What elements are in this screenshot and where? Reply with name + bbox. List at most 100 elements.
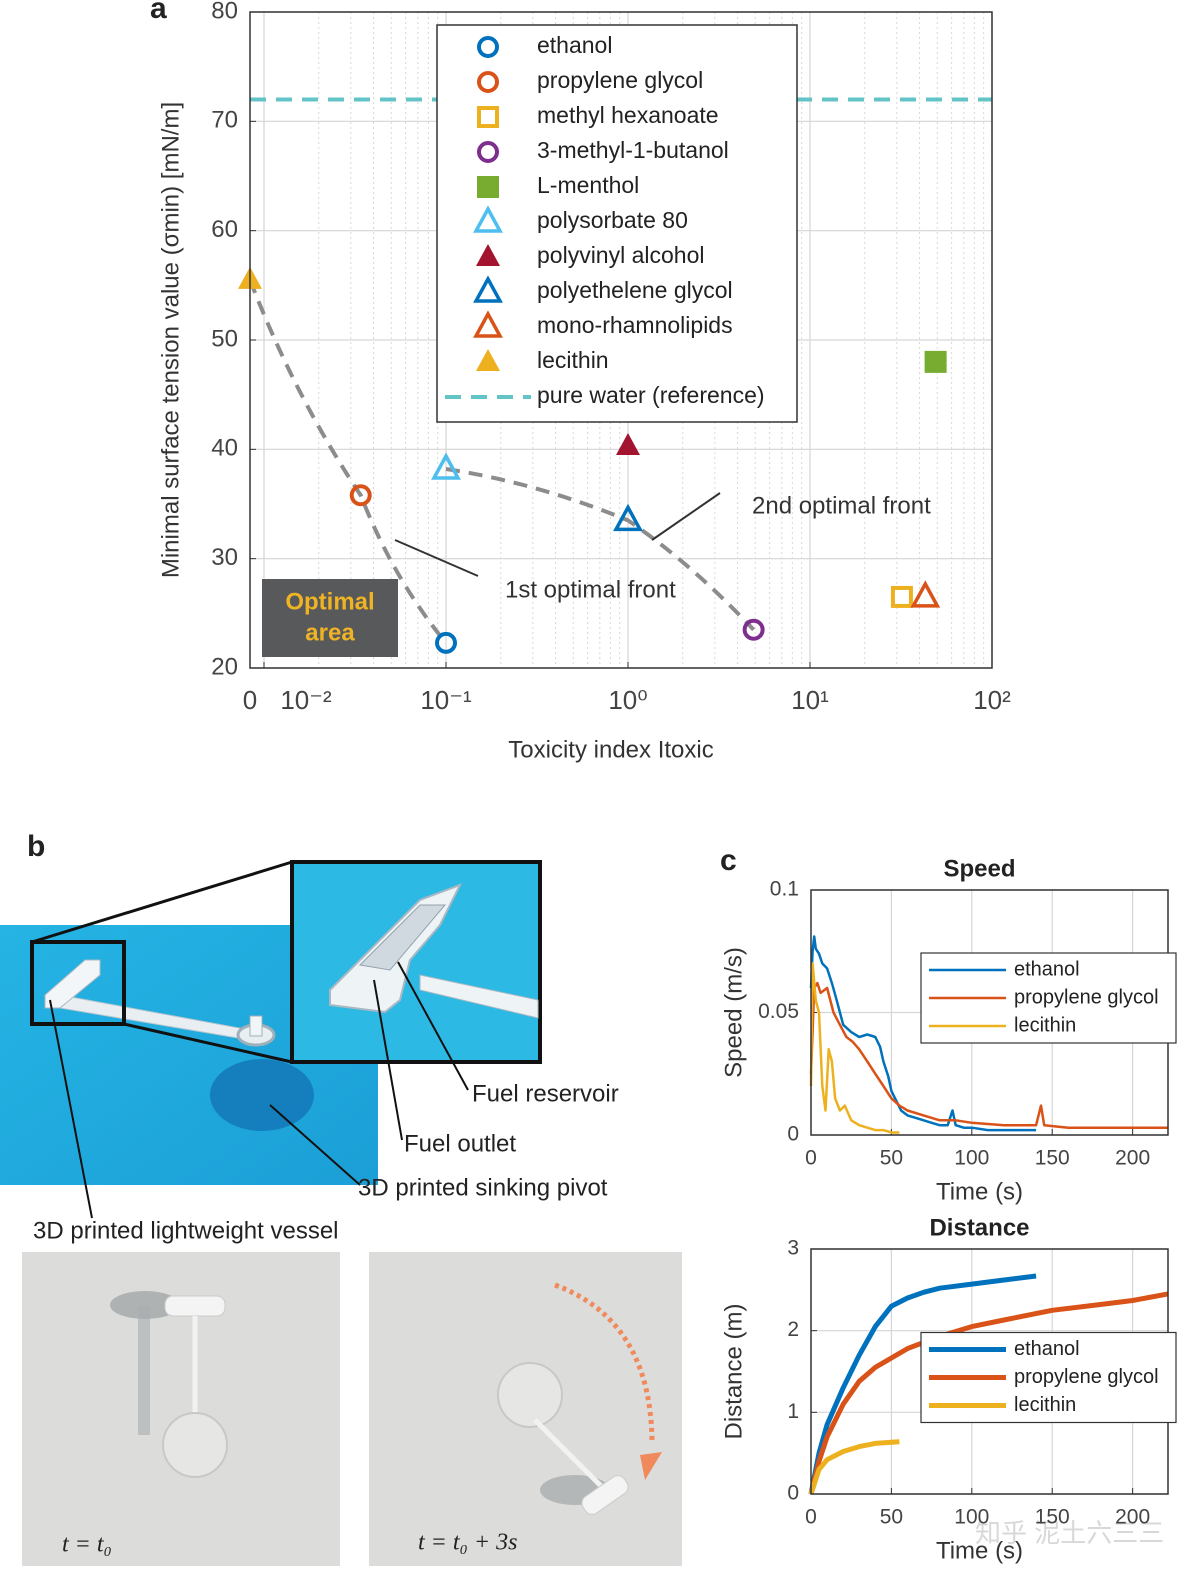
- x-tick-label: 10⁰: [608, 685, 647, 715]
- legend-label: lecithin: [537, 347, 609, 373]
- legend-label: polyvinyl alcohol: [537, 242, 704, 268]
- y-tick-label: 50: [211, 325, 238, 352]
- axes-frame: [249, 11, 993, 669]
- pivot-pin: [249, 1015, 263, 1037]
- photo-vessel: [164, 1295, 226, 1317]
- legend-marker: [477, 36, 499, 58]
- optimal-area: [262, 579, 398, 657]
- x-tick-label: 0: [805, 1147, 817, 1170]
- optimal-front: [248, 279, 448, 645]
- zoom-line: [123, 1022, 293, 1064]
- leader-line: [394, 539, 479, 577]
- photo-vessel: [581, 1475, 629, 1515]
- y-tick-label: 0: [787, 1482, 799, 1505]
- photo-caption: t = t₀: [62, 1532, 112, 1558]
- leader-line: [651, 492, 721, 541]
- legend-marker: [477, 106, 499, 128]
- legend-label: lecithin: [1014, 1394, 1076, 1416]
- callout: 3D printed lightweight vessel: [33, 1217, 339, 1244]
- legend-marker: [473, 310, 503, 338]
- point: [431, 452, 461, 480]
- optimal-area-label: Optimal: [285, 588, 374, 615]
- callout: Fuel outlet: [404, 1130, 516, 1157]
- x-tick-label: 150: [1035, 1147, 1070, 1170]
- photo-shadow: [138, 1305, 150, 1435]
- x-tick-label: 200: [1115, 1147, 1150, 1170]
- legend-label: propylene glycol: [1014, 986, 1159, 1008]
- panel-label: b: [27, 830, 45, 863]
- x-tick-label: 0: [805, 1506, 817, 1529]
- chart-title: Distance: [929, 1214, 1029, 1241]
- x-tick-label: 100: [954, 1506, 989, 1529]
- point: [349, 484, 372, 507]
- y-tick-label: 3: [787, 1237, 799, 1260]
- x-tick-label: 100: [954, 1147, 989, 1170]
- callout: Fuel reservoir: [472, 1080, 619, 1107]
- y-tick-label: 80: [211, 0, 238, 24]
- y-tick-label: 1: [787, 1400, 799, 1423]
- motion-arrowhead: [640, 1452, 662, 1480]
- x-tick-label: 50: [880, 1506, 903, 1529]
- x-axis-label: Toxicity index Itoxic: [508, 736, 713, 763]
- data-line: [808, 1273, 1037, 1495]
- optimal-front: [445, 467, 756, 632]
- legend-marker: [476, 349, 500, 371]
- x-axis-label: Time (s): [936, 1537, 1023, 1564]
- legend-label: L-menthol: [537, 172, 639, 198]
- y-tick-label: 20: [211, 653, 238, 680]
- legend-marker: [477, 176, 499, 198]
- y-axis-label: Minimal surface tension value (σmin) [mN…: [157, 102, 184, 578]
- point: [890, 585, 913, 608]
- vessel: [44, 959, 101, 1009]
- callout: 3D printed sinking pivot: [358, 1174, 608, 1201]
- legend-label: 3-methyl-1-butanol: [537, 137, 729, 163]
- x-tick-label: 200: [1115, 1506, 1150, 1529]
- data-line: [809, 935, 1037, 1132]
- leader: [269, 1104, 361, 1186]
- x-tick-label: 150: [1035, 1506, 1070, 1529]
- point: [435, 631, 457, 654]
- x-axis-label: Time (s): [936, 1178, 1023, 1205]
- y-tick-label: 0.1: [770, 878, 799, 901]
- y-tick-label: 70: [211, 107, 238, 134]
- panel-label: a: [150, 0, 167, 25]
- legend-label: polysorbate 80: [537, 207, 688, 233]
- y-tick-label: 30: [211, 544, 238, 571]
- x-tick-label: 10²: [973, 685, 1011, 715]
- y-tick-label: 2: [787, 1318, 799, 1341]
- y-tick-label: 60: [211, 216, 238, 243]
- legend-label: ethanol: [1014, 1338, 1080, 1360]
- legend-marker: [477, 71, 499, 93]
- y-axis-label: Distance (m): [720, 1303, 747, 1439]
- front-label: 1st optimal front: [505, 576, 676, 603]
- y-tick-label: 40: [211, 435, 238, 462]
- legend-label: pure water (reference): [537, 382, 765, 408]
- legend-marker: [473, 205, 503, 233]
- inset-arm: [419, 974, 539, 1019]
- x-tick-label: 10¹: [791, 685, 829, 715]
- legend-marker: [473, 275, 503, 303]
- zoom-box: [30, 940, 126, 1026]
- legend-label: methyl hexanoate: [537, 102, 719, 128]
- point: [910, 580, 941, 608]
- pivot-shadow: [210, 1059, 314, 1131]
- illustration: Fuel reservoir Fuel outlet 3D printed si…: [0, 860, 682, 1566]
- point: [924, 350, 947, 373]
- zoom-line: [31, 860, 293, 944]
- point: [613, 503, 643, 532]
- legend-label: ethanol: [537, 32, 612, 58]
- photo-caption: t = t₀ + 3s: [418, 1530, 517, 1556]
- legend-label: lecithin: [1014, 1014, 1076, 1036]
- leader: [49, 999, 93, 1219]
- leader: [397, 961, 469, 1091]
- watermark: 知乎 泥土六三三: [975, 1518, 1164, 1548]
- y-tick-label: 0.05: [758, 1000, 799, 1023]
- photo-pivot: [162, 1412, 228, 1478]
- legend-label: mono-rhamnolipids: [537, 312, 733, 338]
- data-line: [809, 962, 900, 1134]
- y-tick-label: 0: [787, 1123, 799, 1146]
- data-line: [808, 1439, 900, 1495]
- legend-label: propylene glycol: [1014, 1366, 1159, 1388]
- legend-label: ethanol: [1014, 958, 1080, 980]
